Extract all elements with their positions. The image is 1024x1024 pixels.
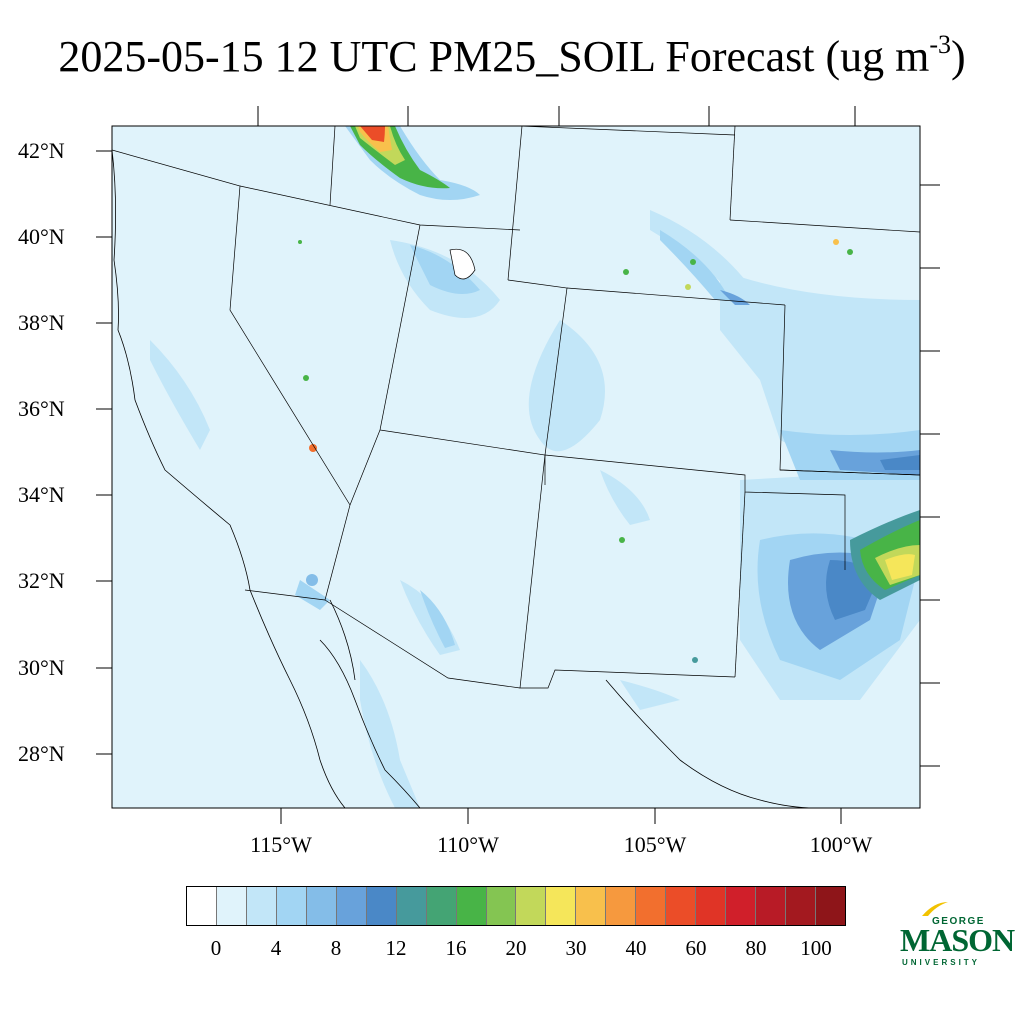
colorbar [186, 886, 846, 926]
colorbar-label: 12 [385, 936, 407, 960]
colorbar-label: 30 [565, 936, 587, 960]
swoosh-icon [922, 902, 948, 916]
colorbar-cell [696, 887, 727, 925]
colorbar-cell [666, 887, 697, 925]
colorbar-cell [216, 887, 247, 925]
colorbar-label: 4 [270, 936, 282, 960]
colorbar-cell [756, 887, 787, 925]
lat-label: 40°N [18, 224, 65, 249]
concentration-field [112, 126, 920, 808]
lat-label: 30°N [18, 655, 65, 680]
logo-university-text: UNIVERSITY [902, 958, 981, 967]
colorbar-label: 20 [505, 936, 527, 960]
colorbar-label: 40 [625, 936, 647, 960]
colorbar-cell [786, 887, 817, 925]
title-main: 2025-05-15 12 UTC PM25_SOIL Forecast (ug… [58, 32, 930, 81]
colorbar-label: 16 [445, 936, 467, 960]
lat-label: 28°N [18, 741, 65, 766]
colorbar-cell [246, 887, 277, 925]
colorbar-cell [516, 887, 547, 925]
colorbar-cell [456, 887, 487, 925]
title-superscript: -3 [929, 30, 951, 59]
lon-label: 115°W [250, 832, 312, 857]
colorbar-cell [366, 887, 397, 925]
colorbar-label: 80 [745, 936, 767, 960]
colorbar-label: 60 [685, 936, 707, 960]
lat-label: 32°N [18, 568, 65, 593]
colorbar-cell [816, 887, 845, 925]
colorbar-cell [426, 887, 457, 925]
colorbar-cell [576, 887, 607, 925]
colorbar-cell [306, 887, 337, 925]
colorbar-label: 0 [210, 936, 222, 960]
map-frame [111, 125, 921, 809]
lon-label: 110°W [437, 832, 499, 857]
logo-mason-text: MASON [900, 922, 1015, 958]
colorbar-label: 100 [800, 936, 832, 960]
colorbar-cell [606, 887, 637, 925]
colorbar-cell [396, 887, 427, 925]
lat-label: 36°N [18, 396, 65, 421]
lon-label: 100°W [809, 832, 873, 857]
colorbar-cell [636, 887, 667, 925]
lon-label: 105°W [623, 832, 687, 857]
lon-ticks [280, 808, 842, 824]
colorbar-cell [187, 887, 217, 925]
title-close: ) [951, 32, 966, 81]
lat-label: 34°N [18, 482, 65, 507]
colorbar-cell [276, 887, 307, 925]
colorbar-label: 8 [330, 936, 342, 960]
lat-label: 42°N [18, 138, 65, 163]
map-title: 2025-05-15 12 UTC PM25_SOIL Forecast (ug… [0, 30, 1024, 82]
colorbar-cell [726, 887, 757, 925]
logo-george-text: GEORGE [932, 916, 985, 927]
lat-label: 38°N [18, 310, 65, 335]
colorbar-cell [546, 887, 577, 925]
colorbar-cell [486, 887, 517, 925]
colorbar-cell [336, 887, 367, 925]
lat-ticks [96, 150, 112, 755]
gmu-logo: GEORGE MASON UNIVERSITY [898, 900, 1015, 970]
